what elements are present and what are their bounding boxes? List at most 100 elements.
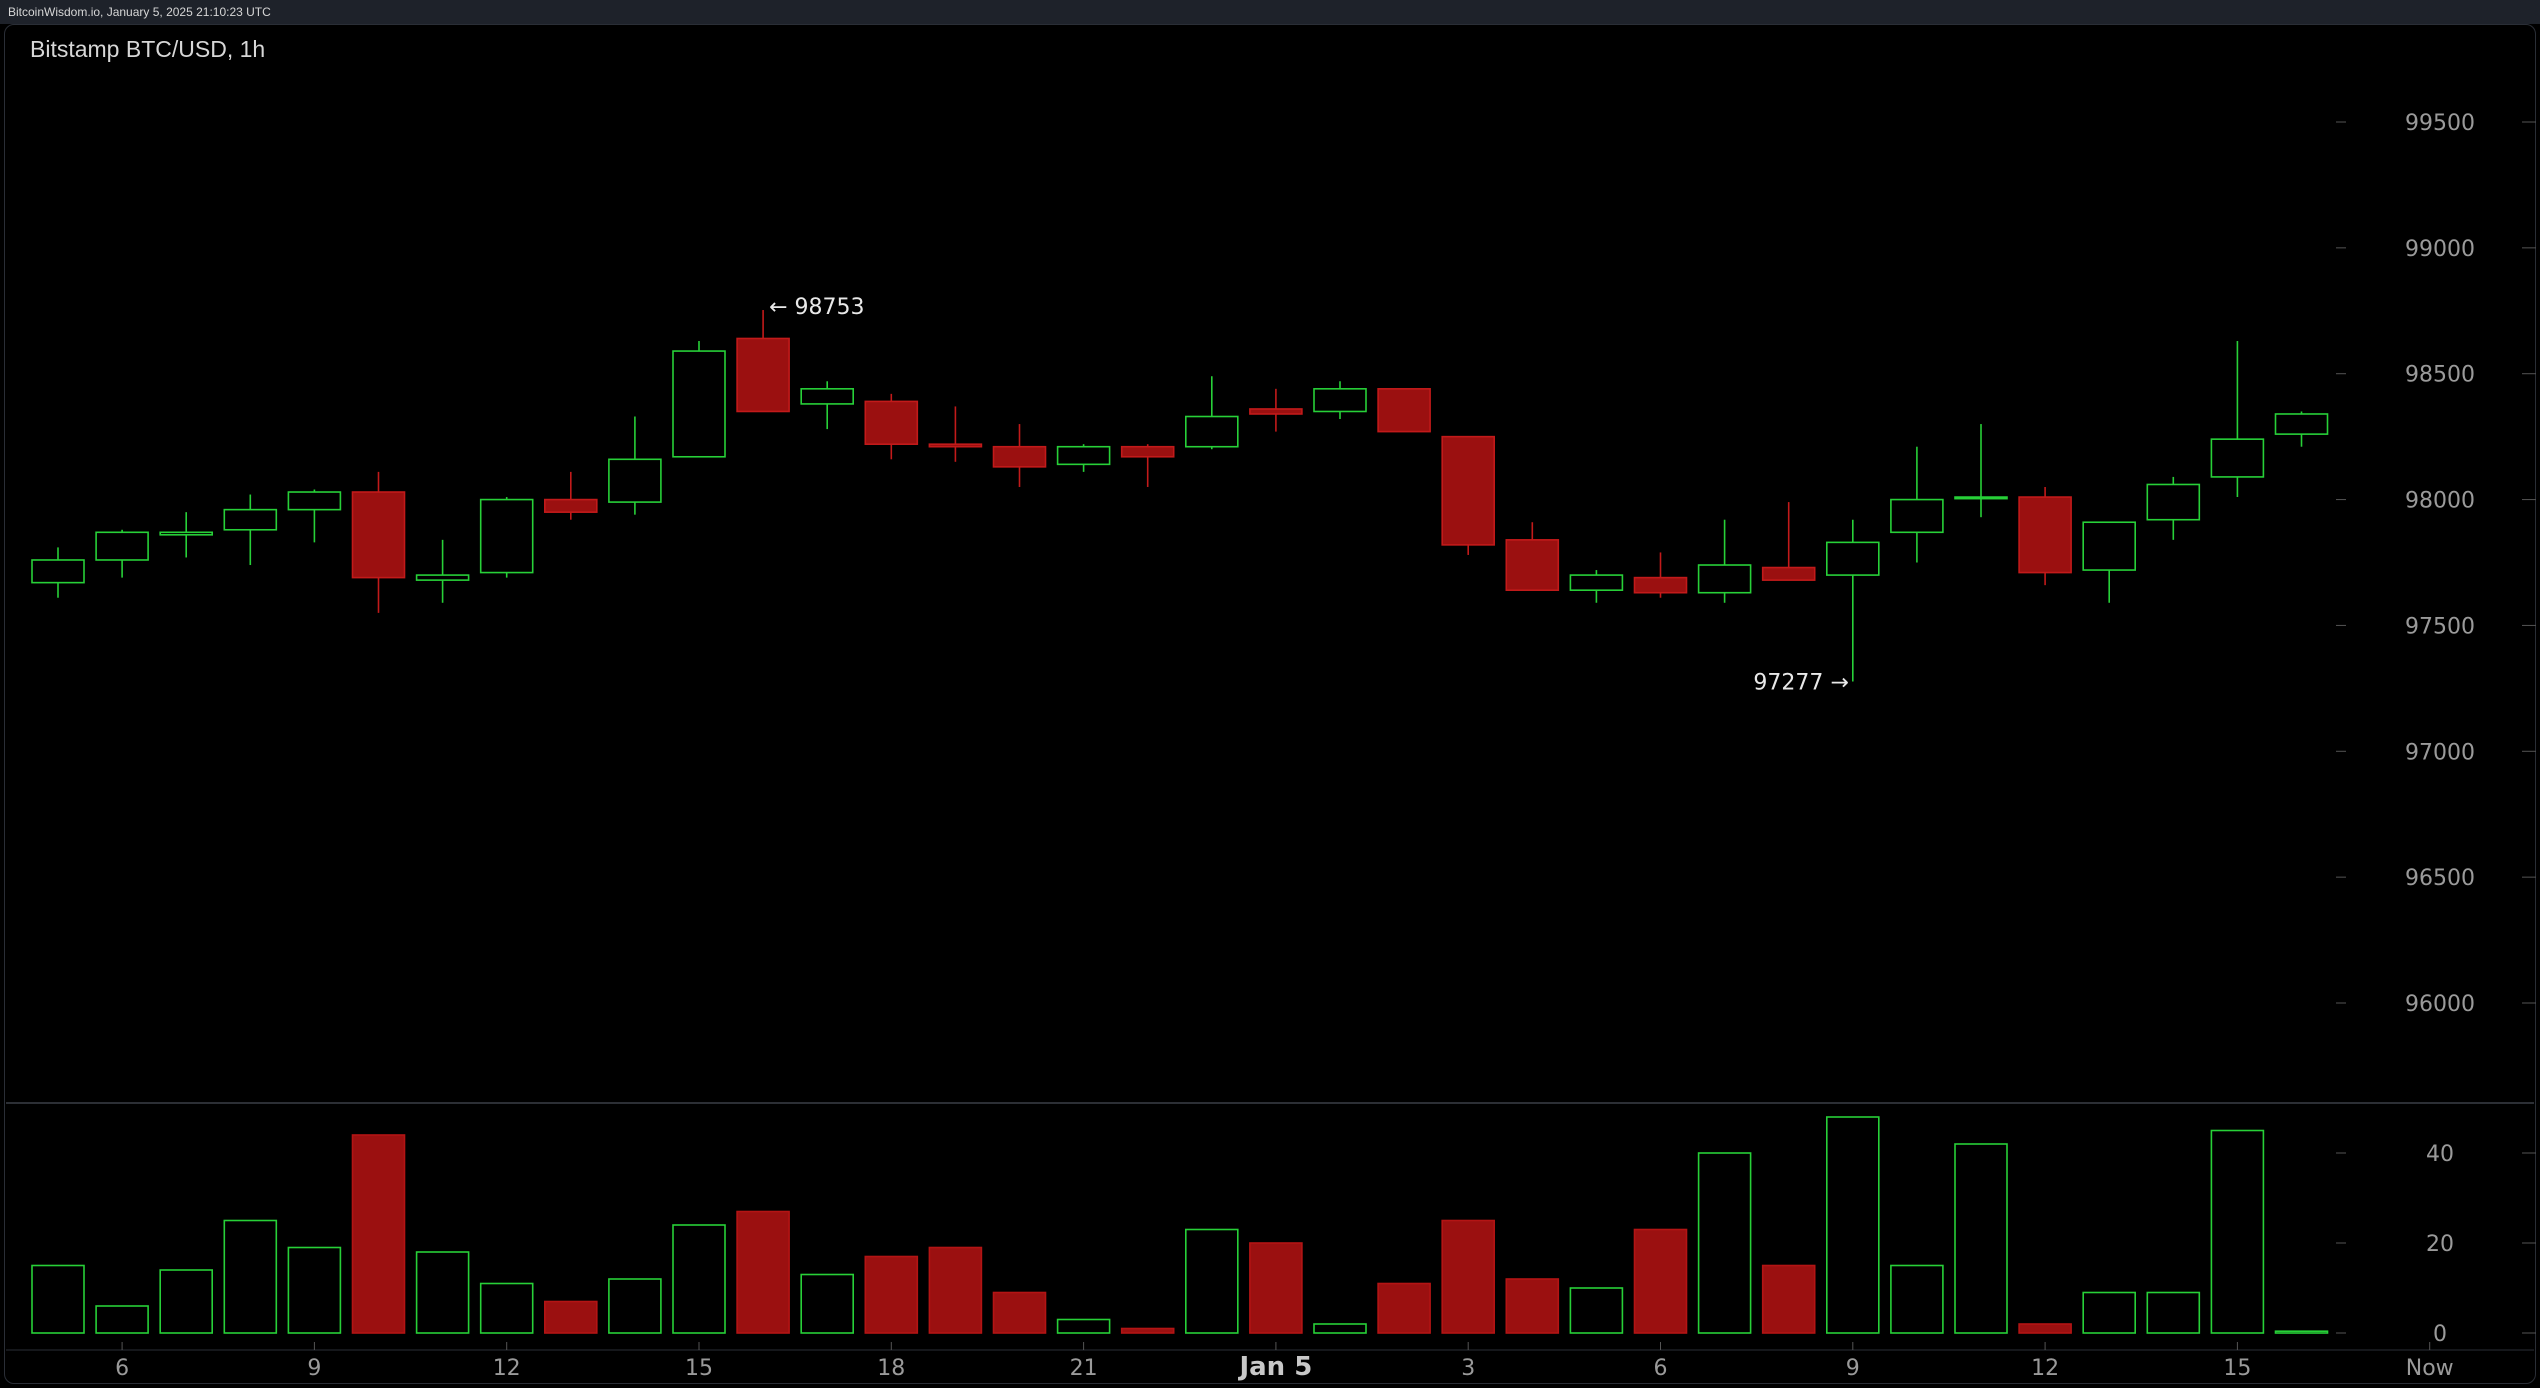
candle-body[interactable] bbox=[2146, 483, 2201, 521]
candle-body[interactable] bbox=[864, 400, 919, 445]
volume-bar[interactable] bbox=[864, 1255, 919, 1334]
volume-bar[interactable] bbox=[1569, 1287, 1624, 1334]
candle-body[interactable] bbox=[1441, 435, 1495, 546]
candle-body[interactable] bbox=[415, 574, 470, 581]
candle-body[interactable] bbox=[287, 491, 342, 511]
volume-bar[interactable] bbox=[31, 1264, 85, 1334]
volume-bar[interactable] bbox=[479, 1282, 534, 1334]
candle-body[interactable] bbox=[608, 458, 662, 503]
candle-body[interactable] bbox=[2018, 496, 2072, 574]
time-tick-label: 12 bbox=[2031, 1356, 2059, 1381]
volume-bar[interactable] bbox=[1633, 1228, 1688, 1334]
candle-body[interactable] bbox=[2274, 413, 2329, 435]
volume-bar[interactable] bbox=[1505, 1278, 1560, 1334]
low-price-annotation: 97277 → bbox=[1753, 671, 1848, 696]
high-price-annotation: ← 98753 bbox=[769, 295, 864, 320]
time-tick-label: Jan 5 bbox=[1237, 1352, 1312, 1382]
volume-bar[interactable] bbox=[2274, 1330, 2329, 1334]
volume-bar[interactable] bbox=[1890, 1264, 1944, 1334]
volume-bar[interactable] bbox=[351, 1134, 406, 1334]
volume-bar[interactable] bbox=[928, 1246, 983, 1334]
candle-body[interactable] bbox=[1633, 576, 1688, 594]
volume-bar[interactable] bbox=[1761, 1264, 1816, 1334]
volume-tick-label: 40 bbox=[2426, 1142, 2454, 1167]
volume-bar[interactable] bbox=[1185, 1228, 1239, 1334]
volume-bar[interactable] bbox=[736, 1210, 790, 1334]
volume-bar[interactable] bbox=[287, 1246, 342, 1334]
price-tick-label: 99000 bbox=[2405, 237, 2475, 262]
chart-title: Bitstamp BTC/USD, 1h bbox=[30, 36, 266, 62]
volume-bar[interactable] bbox=[2018, 1323, 2072, 1334]
price-tick-label: 99500 bbox=[2405, 111, 2475, 136]
time-tick-label: Now bbox=[2406, 1356, 2454, 1381]
candle-body[interactable] bbox=[800, 388, 855, 405]
candle-body[interactable] bbox=[1185, 415, 1239, 448]
candle-body[interactable] bbox=[95, 531, 149, 561]
candle-body[interactable] bbox=[2082, 521, 2136, 571]
volume-bar[interactable] bbox=[1120, 1327, 1175, 1334]
time-tick-label: 6 bbox=[1654, 1356, 1668, 1381]
candle-body[interactable] bbox=[1954, 496, 2008, 500]
top-bar: BitcoinWisdom.io, January 5, 2025 21:10:… bbox=[0, 0, 2540, 24]
volume-bar[interactable] bbox=[1056, 1318, 1111, 1334]
volume-tick-label: 0 bbox=[2433, 1322, 2447, 1347]
volume-bar[interactable] bbox=[543, 1300, 598, 1334]
volume-bar[interactable] bbox=[95, 1305, 149, 1334]
price-tick-label: 97000 bbox=[2405, 740, 2475, 765]
chart-frame bbox=[4, 24, 2536, 1384]
price-tick-label: 97500 bbox=[2405, 614, 2475, 639]
candle-body[interactable] bbox=[928, 443, 983, 448]
volume-bar[interactable] bbox=[1377, 1282, 1431, 1334]
volume-bar[interactable] bbox=[2210, 1129, 2265, 1334]
time-tick-label: 21 bbox=[1070, 1356, 1098, 1381]
candle-body[interactable] bbox=[1826, 541, 1880, 576]
volume-bar[interactable] bbox=[1954, 1143, 2008, 1334]
candle-body[interactable] bbox=[351, 491, 406, 579]
candle-body[interactable] bbox=[223, 508, 278, 531]
candle-body[interactable] bbox=[1120, 445, 1175, 458]
candle-body[interactable] bbox=[1697, 564, 1752, 594]
candle-body[interactable] bbox=[1056, 445, 1111, 466]
time-tick-label: 6 bbox=[115, 1356, 129, 1381]
volume-bar[interactable] bbox=[672, 1224, 726, 1334]
volume-bar[interactable] bbox=[1249, 1242, 1303, 1334]
volume-bar[interactable] bbox=[2146, 1291, 2201, 1334]
price-tick-label: 98000 bbox=[2405, 489, 2475, 514]
time-tick-label: 9 bbox=[1846, 1356, 1860, 1381]
volume-bar[interactable] bbox=[992, 1291, 1047, 1334]
volume-bar[interactable] bbox=[1697, 1152, 1752, 1334]
volume-bar[interactable] bbox=[1441, 1219, 1495, 1334]
price-tick-label: 98500 bbox=[2405, 363, 2475, 388]
volume-bar[interactable] bbox=[223, 1219, 278, 1334]
candle-body[interactable] bbox=[1313, 388, 1367, 413]
candle-body[interactable] bbox=[736, 337, 790, 413]
volume-bar[interactable] bbox=[1313, 1323, 1367, 1334]
candle-body[interactable] bbox=[159, 531, 213, 536]
candle-body[interactable] bbox=[1890, 498, 1944, 534]
volume-bar[interactable] bbox=[2082, 1291, 2136, 1334]
time-tick-label: 3 bbox=[1461, 1356, 1475, 1381]
candle-body[interactable] bbox=[1249, 408, 1303, 415]
volume-bar[interactable] bbox=[608, 1278, 662, 1334]
price-tick-label: 96500 bbox=[2405, 866, 2475, 891]
volume-bar[interactable] bbox=[1826, 1116, 1880, 1334]
source-line: BitcoinWisdom.io, January 5, 2025 21:10:… bbox=[8, 5, 271, 19]
volume-tick-label: 20 bbox=[2426, 1232, 2454, 1257]
candle-body[interactable] bbox=[479, 498, 534, 574]
candle-body[interactable] bbox=[543, 498, 598, 513]
volume-bar[interactable] bbox=[800, 1273, 855, 1334]
candle-body[interactable] bbox=[31, 559, 85, 584]
candle-body[interactable] bbox=[992, 445, 1047, 468]
time-tick-label: 15 bbox=[2223, 1356, 2251, 1381]
candle-body[interactable] bbox=[1377, 388, 1431, 433]
candle-body[interactable] bbox=[672, 350, 726, 458]
candle-body[interactable] bbox=[2210, 438, 2265, 478]
candle-body[interactable] bbox=[1761, 566, 1816, 581]
volume-bar[interactable] bbox=[415, 1251, 470, 1334]
volume-bar[interactable] bbox=[159, 1269, 213, 1334]
candle-body[interactable] bbox=[1569, 574, 1624, 591]
candle-body[interactable] bbox=[1505, 539, 1560, 591]
time-tick-label: 12 bbox=[493, 1356, 521, 1381]
price-tick-label: 96000 bbox=[2405, 992, 2475, 1017]
